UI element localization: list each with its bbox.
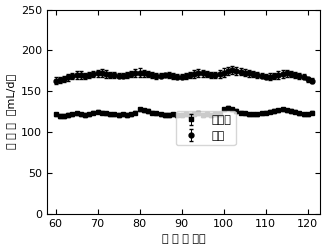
Y-axis label: 甲 烷 率  （mL/d）: 甲 烷 率 （mL/d） [6,74,16,149]
X-axis label: 时 间 （ 天）: 时 间 （ 天） [162,234,206,244]
Legend: 未添加, 添加: 未添加, 添加 [176,111,236,145]
